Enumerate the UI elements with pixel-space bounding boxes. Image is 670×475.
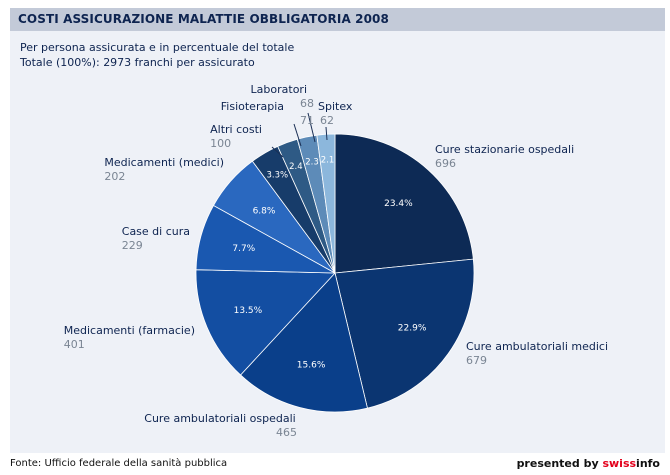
- pie-slice: [316, 133, 336, 274]
- slice-category-label: Fisioterapia: [221, 100, 284, 113]
- slice-category-label: Medicamenti (farmacie): [64, 324, 195, 337]
- leader-line: [293, 123, 302, 147]
- slice-category-label: Cure ambulatoriali medici: [466, 340, 608, 353]
- slice-value-label: 679: [466, 354, 487, 367]
- pie-slice: [195, 269, 336, 376]
- leader-line: [307, 112, 316, 143]
- slice-percent-label: 22.9%: [398, 324, 427, 334]
- slice-category-label: Laboratori: [251, 83, 307, 96]
- pie-slice: [334, 258, 475, 409]
- slice-percent-label: 2.3: [305, 157, 319, 167]
- slice-value-label: 202: [104, 170, 125, 183]
- source-note: Fonte: Ufficio federale della sanità pub…: [10, 458, 228, 469]
- slice-percent-label: 2.4: [289, 162, 303, 172]
- slice-percent-label: 23.4%: [384, 199, 413, 209]
- slice-percent-label: 7.7%: [232, 244, 255, 254]
- slice-percent-label: 15.6%: [297, 360, 326, 370]
- brand-logo-info: info: [636, 457, 660, 470]
- slice-value-label: 71: [300, 114, 314, 127]
- pie-slice: [334, 133, 474, 274]
- slice-value-label: 401: [64, 338, 85, 351]
- slice-category-label: Cure stazionarie ospedali: [435, 143, 574, 156]
- subtitle-line-2: Totale (100%): 2973 franchi per assicura…: [20, 56, 255, 69]
- slice-value-label: 62: [320, 114, 334, 127]
- slice-percent-label: 6.8%: [253, 207, 276, 217]
- pie-slice: [239, 272, 368, 413]
- leader-line: [271, 146, 284, 158]
- slice-category-label: Medicamenti (medici): [104, 156, 224, 169]
- slice-value-label: 229: [122, 239, 143, 252]
- slice-value-label: 465: [276, 426, 297, 439]
- chart-title: COSTI ASSICURAZIONE MALATTIE OBBLIGATORI…: [18, 12, 389, 26]
- slice-percent-label: 2.1: [321, 155, 335, 165]
- slice-category-label: Case di cura: [122, 225, 190, 238]
- slice-value-label: 100: [210, 137, 231, 150]
- slice-percent-label: 13.5%: [234, 306, 263, 316]
- leader-line: [325, 126, 328, 141]
- slice-category-label: Altri costi: [210, 123, 262, 136]
- presented-by: presented by swissinfo: [517, 457, 660, 470]
- slice-value-label: 68: [300, 97, 314, 110]
- slice-category-label: Spitex: [318, 100, 353, 113]
- subtitle-line-1: Per persona assicurata e in percentuale …: [20, 41, 295, 54]
- slice-value-label: 696: [435, 157, 456, 170]
- header-bar: COSTI ASSICURAZIONE MALATTIE OBBLIGATORI…: [10, 8, 665, 31]
- presented-by-text: presented by: [516, 457, 603, 470]
- slice-percent-label: 3.3%: [266, 171, 288, 181]
- slice-category-label: Cure ambulatoriali ospedali: [144, 412, 295, 425]
- brand-logo-swiss: swiss: [602, 457, 637, 470]
